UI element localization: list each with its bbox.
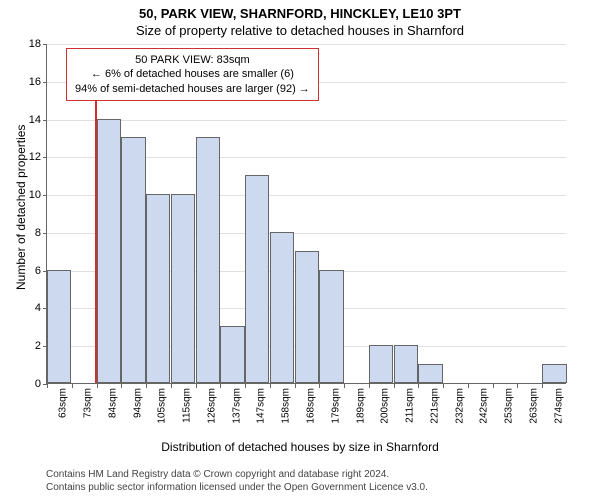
- x-tick-label: 137sqm: [231, 388, 242, 424]
- x-tick-mark: [369, 384, 370, 388]
- x-tick-mark: [542, 384, 543, 388]
- bar: [542, 364, 566, 383]
- bar: [319, 270, 343, 383]
- x-tick-label: 263sqm: [528, 388, 539, 424]
- bar: [47, 270, 71, 383]
- x-tick-mark: [220, 384, 221, 388]
- marker-line: [95, 74, 97, 383]
- y-tick-label: 12: [21, 151, 41, 163]
- x-tick-label: 211sqm: [405, 388, 416, 423]
- bar: [369, 345, 393, 383]
- x-tick-mark: [418, 384, 419, 388]
- x-tick-label: 94sqm: [132, 388, 143, 418]
- y-tick-label: 10: [21, 189, 41, 201]
- x-tick-mark: [319, 384, 320, 388]
- y-tick-mark: [43, 44, 47, 45]
- bar: [220, 326, 244, 383]
- x-tick-label: 189sqm: [355, 388, 366, 424]
- x-tick-label: 168sqm: [306, 388, 317, 424]
- x-tick-label: 73sqm: [83, 388, 94, 418]
- x-tick-label: 147sqm: [256, 388, 267, 424]
- bar: [270, 232, 294, 383]
- x-tick-mark: [394, 384, 395, 388]
- x-tick-mark: [443, 384, 444, 388]
- bar: [196, 137, 220, 383]
- x-tick-label: 126sqm: [206, 388, 217, 424]
- y-tick-mark: [43, 195, 47, 196]
- bar: [295, 251, 319, 383]
- x-tick-label: 115sqm: [182, 388, 193, 423]
- bar: [245, 175, 269, 383]
- bar: [121, 137, 145, 383]
- grid-line: [47, 120, 566, 121]
- x-tick-label: 63sqm: [58, 388, 69, 418]
- annotation-line3: 94% of semi-detached houses are larger (…: [75, 82, 310, 96]
- x-tick-label: 105sqm: [157, 388, 168, 424]
- x-tick-mark: [121, 384, 122, 388]
- annotation-box: 50 PARK VIEW: 83sqm ← 6% of detached hou…: [66, 48, 319, 101]
- x-tick-label: 221sqm: [429, 388, 440, 424]
- x-tick-mark: [344, 384, 345, 388]
- y-tick-mark: [43, 82, 47, 83]
- x-tick-mark: [295, 384, 296, 388]
- x-tick-label: 179sqm: [330, 388, 341, 424]
- y-tick-label: 0: [21, 378, 41, 390]
- x-tick-label: 84sqm: [107, 388, 118, 418]
- y-tick-mark: [43, 120, 47, 121]
- y-tick-label: 18: [21, 38, 41, 50]
- x-tick-mark: [171, 384, 172, 388]
- x-tick-label: 253sqm: [504, 388, 515, 424]
- chart-area: 02468101214161863sqm73sqm84sqm94sqm105sq…: [46, 44, 566, 384]
- y-tick-label: 14: [21, 114, 41, 126]
- x-tick-mark: [196, 384, 197, 388]
- footer-line1: Contains HM Land Registry data © Crown c…: [46, 468, 428, 481]
- footer-line2: Contains public sector information licen…: [46, 481, 428, 494]
- bar: [146, 194, 170, 383]
- footer: Contains HM Land Registry data © Crown c…: [46, 468, 428, 494]
- x-tick-label: 158sqm: [281, 388, 292, 424]
- x-tick-label: 274sqm: [553, 388, 564, 424]
- x-axis-label: Distribution of detached houses by size …: [0, 440, 600, 454]
- x-tick-mark: [493, 384, 494, 388]
- y-tick-mark: [43, 157, 47, 158]
- x-tick-mark: [146, 384, 147, 388]
- bar: [394, 345, 418, 383]
- x-tick-mark: [47, 384, 48, 388]
- annotation-line2: ← 6% of detached houses are smaller (6): [75, 67, 310, 81]
- y-tick-label: 6: [21, 265, 41, 277]
- x-tick-mark: [517, 384, 518, 388]
- grid-line: [47, 44, 566, 45]
- x-tick-label: 242sqm: [479, 388, 490, 424]
- y-tick-label: 4: [21, 302, 41, 314]
- y-tick-label: 2: [21, 340, 41, 352]
- x-tick-label: 232sqm: [454, 388, 465, 424]
- x-tick-mark: [270, 384, 271, 388]
- y-tick-label: 16: [21, 76, 41, 88]
- x-tick-mark: [97, 384, 98, 388]
- x-tick-label: 200sqm: [380, 388, 391, 424]
- x-tick-mark: [468, 384, 469, 388]
- y-tick-label: 8: [21, 227, 41, 239]
- x-tick-mark: [72, 384, 73, 388]
- annotation-line1: 50 PARK VIEW: 83sqm: [75, 53, 310, 67]
- x-tick-mark: [245, 384, 246, 388]
- bar: [171, 194, 195, 383]
- bar: [418, 364, 442, 383]
- bar: [97, 119, 121, 383]
- y-tick-mark: [43, 233, 47, 234]
- page-subtitle: Size of property relative to detached ho…: [0, 21, 600, 40]
- page-title: 50, PARK VIEW, SHARNFORD, HINCKLEY, LE10…: [0, 0, 600, 21]
